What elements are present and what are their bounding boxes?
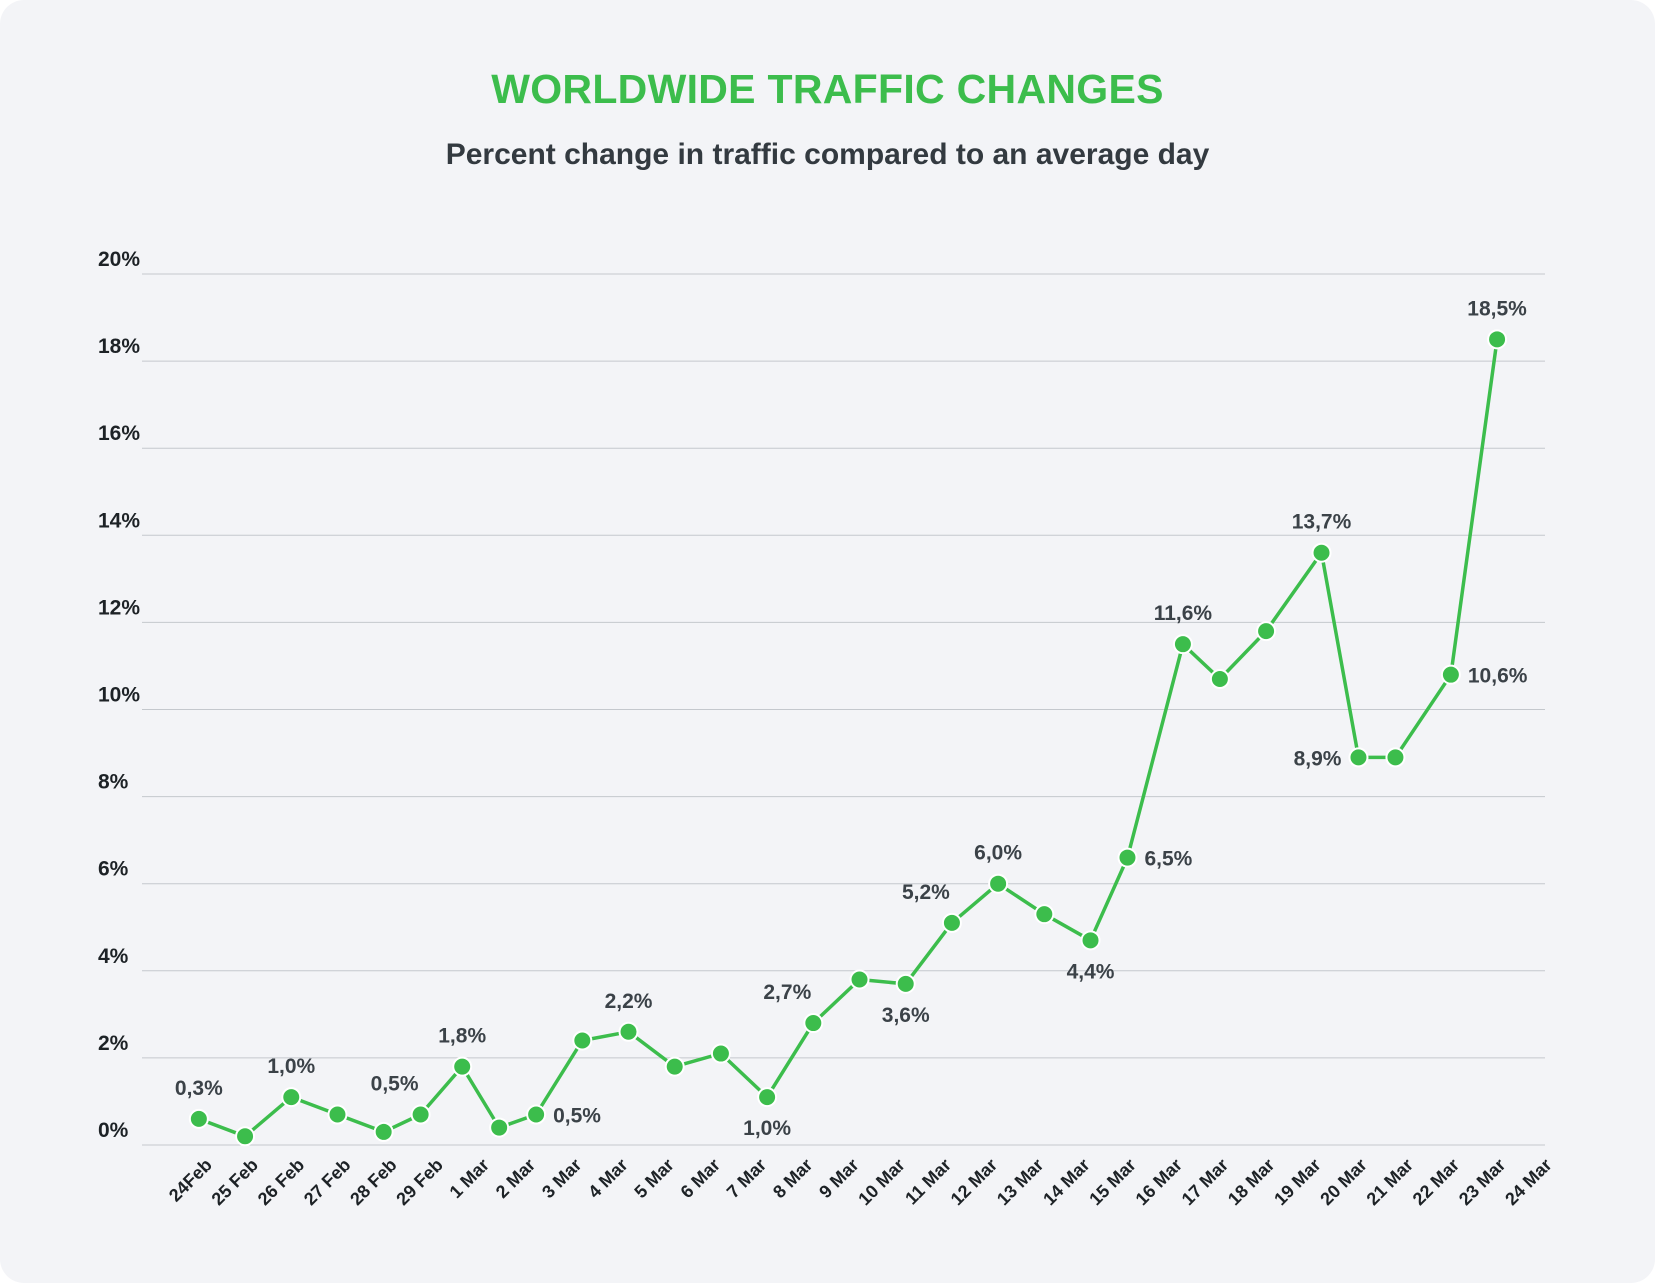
y-tick-label: 10%: [98, 684, 140, 707]
data-point: [452, 1056, 473, 1077]
x-tick-label: 16 Mar: [1132, 1155, 1186, 1209]
x-tick-label: 24Feb: [165, 1155, 216, 1206]
data-label: 0,5%: [553, 1105, 601, 1128]
x-tick-label: 13 Mar: [993, 1155, 1047, 1209]
data-label: 13,7%: [1292, 511, 1352, 534]
y-tick-label: 6%: [98, 858, 129, 881]
y-tick-label: 2%: [98, 1032, 129, 1055]
x-tick-label: 8 Mar: [769, 1155, 816, 1202]
data-point: [849, 969, 870, 990]
y-tick-label: 12%: [98, 596, 140, 619]
x-tick-label: 7 Mar: [723, 1155, 770, 1202]
data-point: [489, 1117, 510, 1138]
data-labels: 0,3% 1,0% 0,5% 1,8% 0,5% 2,2% 1,0% 2,7% 3,6% 5,2%…: [175, 297, 1528, 1140]
data-label: 0,5%: [371, 1073, 419, 1096]
y-tick-label: 8%: [98, 771, 129, 794]
x-tick-label: 20 Mar: [1316, 1155, 1370, 1209]
data-point: [188, 1108, 209, 1129]
x-tick-label: 22 Mar: [1409, 1155, 1463, 1209]
data-label: 0,3%: [175, 1077, 223, 1100]
data-point: [1172, 634, 1193, 655]
x-tick-label: 17 Mar: [1178, 1155, 1232, 1209]
x-tick-label: 12 Mar: [947, 1155, 1001, 1209]
x-tick-label: 6 Mar: [677, 1155, 724, 1202]
data-point: [1348, 747, 1369, 768]
data-point: [1209, 669, 1230, 690]
data-point: [1080, 930, 1101, 951]
x-tick-label: 28 Feb: [346, 1155, 400, 1209]
x-tick-label: 2 Mar: [492, 1155, 539, 1202]
x-tick-label: 3 Mar: [538, 1155, 585, 1202]
data-label: 10,6%: [1468, 665, 1528, 688]
x-tick-label: 21 Mar: [1363, 1155, 1417, 1209]
x-tick-label: 10 Mar: [854, 1155, 908, 1209]
x-tick-label: 27 Feb: [300, 1155, 354, 1209]
data-point: [1256, 621, 1277, 642]
chart-subtitle: Percent change in traffic compared to an…: [445, 138, 1210, 171]
y-tick-label: 14%: [98, 509, 140, 532]
data-point: [618, 1021, 639, 1042]
data-point: [410, 1104, 431, 1125]
y-tick-label: 0%: [98, 1119, 129, 1142]
x-tick-label: 19 Mar: [1270, 1155, 1324, 1209]
x-tick-label: 18 Mar: [1224, 1155, 1278, 1209]
data-point: [526, 1104, 547, 1125]
data-label: 2,2%: [605, 990, 653, 1013]
x-tick-label: 11 Mar: [901, 1155, 955, 1209]
x-tick-label: 29 Feb: [392, 1155, 446, 1209]
x-tick-label: 25 Feb: [208, 1155, 262, 1209]
data-label: 2,7%: [763, 981, 811, 1004]
data-label: 5,2%: [902, 881, 950, 904]
data-point: [1440, 664, 1461, 685]
grid-lines: [142, 273, 1545, 1146]
data-point: [235, 1126, 256, 1147]
data-label: 1,8%: [438, 1025, 486, 1048]
data-label: 1,0%: [743, 1117, 791, 1140]
data-point: [895, 973, 916, 994]
y-axis-ticks: 0% 2% 4% 6% 8% 10% 12% 14% 16% 18% 20%: [98, 248, 140, 1142]
data-point: [327, 1104, 348, 1125]
data-label: 4,4%: [1067, 960, 1115, 983]
data-point: [373, 1121, 394, 1142]
x-tick-label: 1 Mar: [446, 1155, 493, 1202]
series-line-layer: [197, 337, 1499, 1139]
data-point: [757, 1087, 778, 1108]
data-label: 18,5%: [1467, 297, 1527, 320]
y-tick-label: 20%: [98, 248, 140, 271]
data-label: 8,9%: [1294, 747, 1342, 770]
data-label: 11,6%: [1154, 602, 1213, 625]
chart-title: WORLDWIDE TRAFFIC CHANGES: [491, 66, 1164, 112]
data-point: [1034, 904, 1055, 925]
y-tick-label: 16%: [98, 422, 140, 445]
data-label: 6,0%: [974, 842, 1022, 865]
data-label: 3,6%: [882, 1004, 930, 1027]
y-tick-label: 4%: [98, 945, 129, 968]
data-point: [941, 912, 962, 933]
x-tick-label: 5 Mar: [630, 1155, 677, 1202]
x-tick-label: 15 Mar: [1085, 1155, 1139, 1209]
y-tick-label: 18%: [98, 335, 140, 358]
data-points: [188, 329, 1508, 1147]
data-point: [710, 1043, 731, 1064]
x-tick-label: 23 Mar: [1455, 1155, 1509, 1209]
x-tick-label: 26 Feb: [254, 1155, 308, 1209]
data-point: [281, 1087, 302, 1108]
data-point: [988, 873, 1009, 894]
data-point: [1311, 542, 1332, 563]
data-point: [1117, 847, 1138, 868]
data-point: [1487, 329, 1508, 350]
data-point: [572, 1030, 593, 1051]
x-tick-label: 4 Mar: [584, 1155, 631, 1202]
data-label: 6,5%: [1144, 848, 1192, 871]
data-point: [803, 1013, 824, 1034]
data-point: [664, 1056, 685, 1077]
data-point: [1385, 747, 1406, 768]
data-label: 1,0%: [267, 1055, 315, 1078]
series-line: [197, 337, 1499, 1139]
x-tick-label: 14 Mar: [1039, 1155, 1093, 1209]
x-tick-label: 24 Mar: [1501, 1155, 1555, 1209]
